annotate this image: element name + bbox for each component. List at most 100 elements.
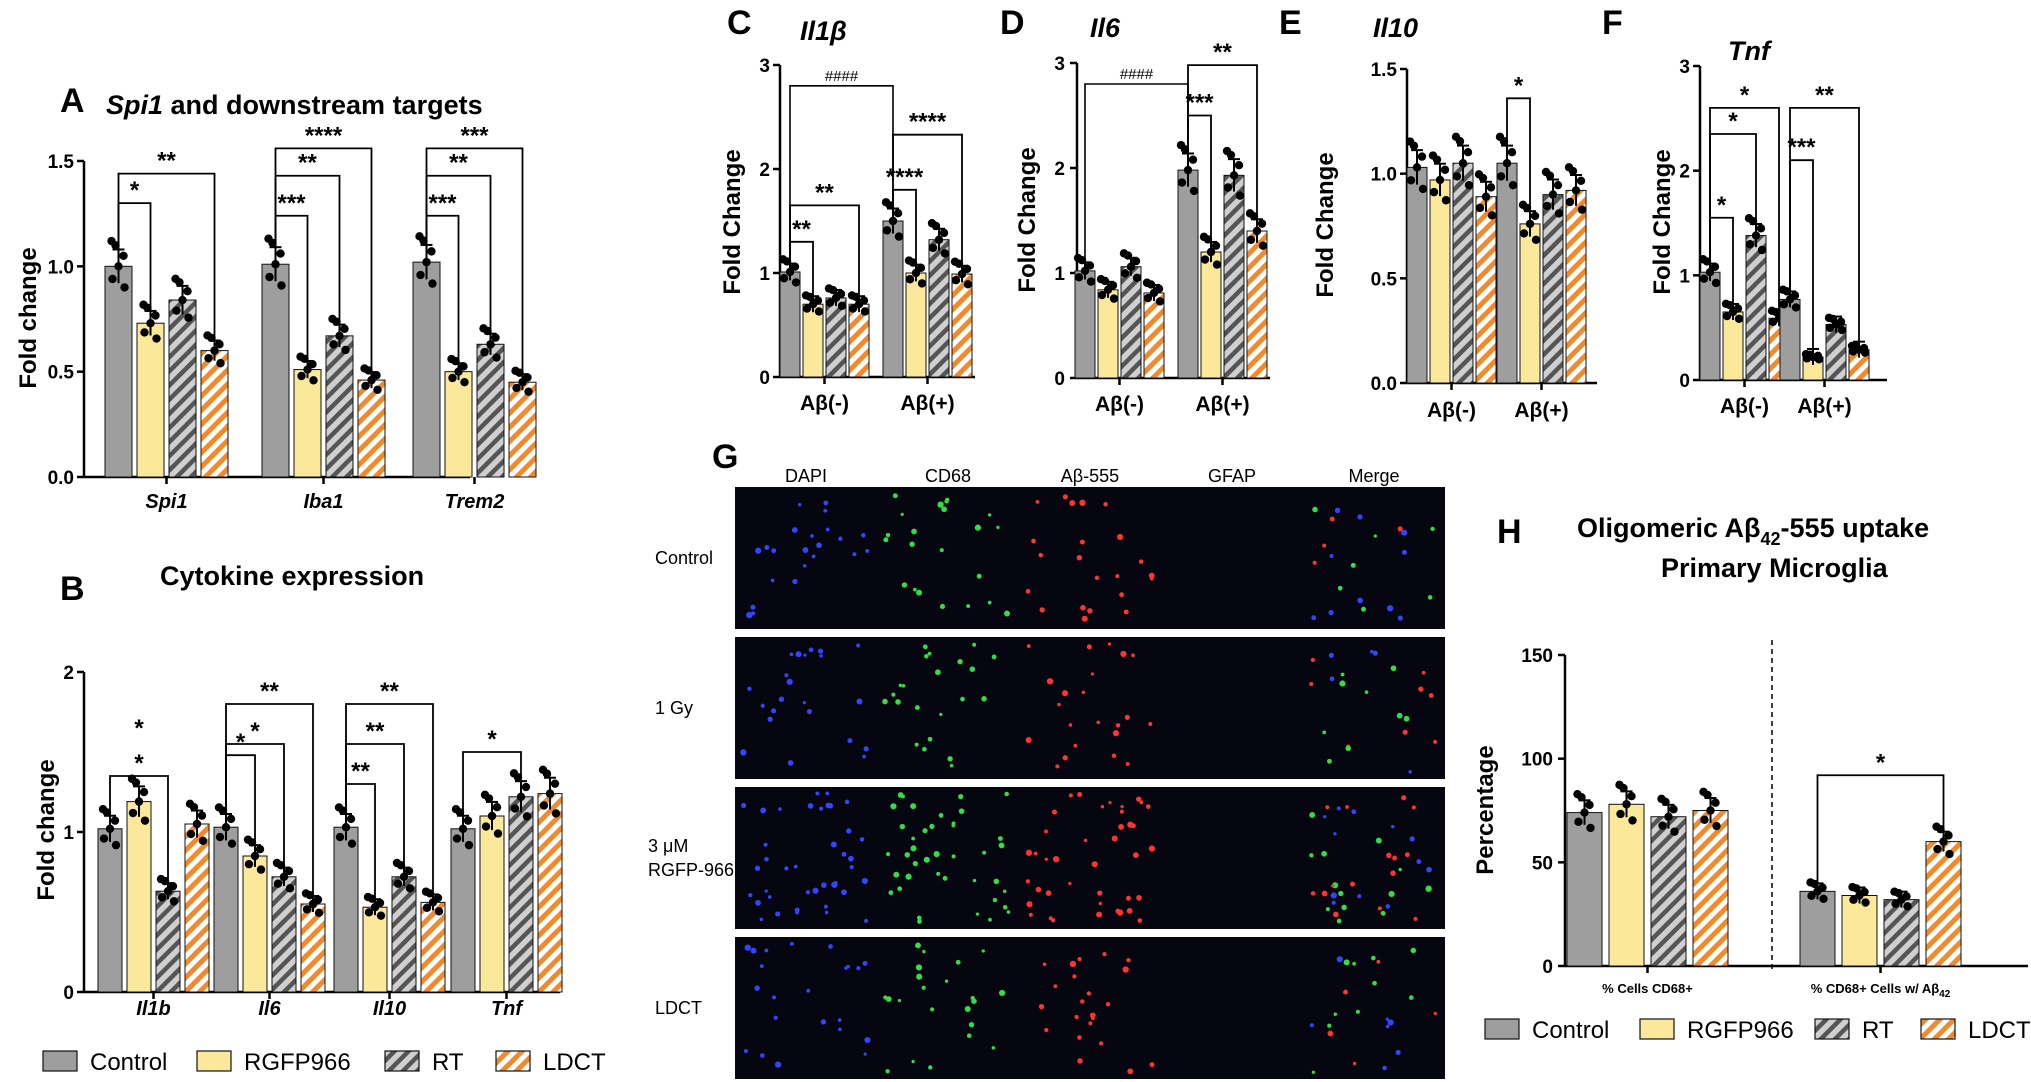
data-point xyxy=(481,822,491,831)
micro-cell xyxy=(1373,534,1377,538)
micro-cell xyxy=(915,964,923,971)
micro-cell xyxy=(760,1053,765,1058)
bar-h-ldct xyxy=(1692,810,1729,967)
data-point xyxy=(521,782,531,792)
significance-label: ** xyxy=(1815,82,1834,109)
data-point xyxy=(421,887,431,896)
significance-bracket xyxy=(345,703,434,899)
micro-cell xyxy=(1111,835,1118,842)
data-point xyxy=(802,304,812,313)
micro-cell xyxy=(823,500,829,506)
micro-cell xyxy=(911,528,917,535)
data-point xyxy=(1778,285,1788,294)
bar-a-ldct xyxy=(357,379,386,478)
y-tick-label-d: 0 xyxy=(1054,369,1065,390)
micro-cell xyxy=(778,807,782,811)
data-point xyxy=(1406,176,1416,185)
micro-cell xyxy=(1096,911,1103,918)
data-point xyxy=(346,814,356,824)
micro-cell xyxy=(890,803,897,810)
micro-cell xyxy=(951,823,956,828)
panel-e-title: Il10 xyxy=(1373,13,1418,43)
micro-cell xyxy=(1004,610,1010,617)
micro-cell xyxy=(972,642,977,647)
micro-cell xyxy=(882,698,888,705)
micro-cell xyxy=(1112,730,1120,737)
data-point xyxy=(1451,132,1461,142)
micro-cell xyxy=(1117,533,1124,541)
micro-cell xyxy=(1350,881,1356,887)
micro-cell xyxy=(1351,809,1357,815)
micro-cell xyxy=(1088,1021,1093,1026)
micro-cell xyxy=(921,985,926,990)
micro-cell xyxy=(1355,1009,1360,1014)
bar-d-rt xyxy=(1223,174,1245,379)
data-point xyxy=(854,300,864,309)
data-point xyxy=(185,799,195,809)
micro-cell xyxy=(1077,791,1083,798)
micro-cell xyxy=(778,696,785,702)
significance-label: *** xyxy=(428,190,457,217)
data-point xyxy=(1120,269,1130,278)
data-point xyxy=(1711,798,1720,807)
significance-label: * xyxy=(1876,749,1886,776)
micro-cell xyxy=(1322,543,1327,548)
micro-cell xyxy=(849,864,854,870)
data-point xyxy=(1939,837,1948,846)
micro-cell xyxy=(981,949,985,953)
micro-cell xyxy=(1028,912,1033,917)
significance-bracket xyxy=(225,703,314,900)
micro-cell xyxy=(1094,575,1100,581)
data-point xyxy=(1779,300,1789,309)
micro-cell xyxy=(1428,693,1434,698)
micro-cell xyxy=(1321,890,1328,897)
bar-d-rgfp xyxy=(1200,251,1222,379)
data-point xyxy=(486,340,495,349)
micro-cell xyxy=(865,548,870,553)
micro-cell xyxy=(1333,832,1337,836)
micro-cell xyxy=(982,850,987,855)
data-point xyxy=(1119,249,1129,258)
data-point xyxy=(1496,172,1506,181)
micro-cell xyxy=(1433,739,1437,744)
data-point xyxy=(1722,311,1732,321)
micro-cell xyxy=(1322,730,1327,735)
data-point xyxy=(1246,235,1256,245)
data-point xyxy=(459,362,468,371)
data-point xyxy=(308,899,318,909)
data-point xyxy=(341,823,351,832)
data-point xyxy=(904,256,914,265)
micro-cell xyxy=(1333,911,1339,918)
data-point xyxy=(140,816,150,825)
micro-cell xyxy=(929,823,935,829)
micro-cell xyxy=(1051,809,1058,815)
significance-label: ** xyxy=(260,678,279,705)
data-point xyxy=(370,903,380,912)
data-point xyxy=(493,829,503,838)
data-point xyxy=(1564,163,1574,172)
micro-cell xyxy=(806,708,813,715)
micro-cell xyxy=(1025,588,1031,594)
data-point xyxy=(538,765,548,774)
category-label-b: Il6 xyxy=(258,998,281,1020)
micro-cell xyxy=(1072,974,1077,979)
bar-e-rgfp xyxy=(1429,179,1451,384)
data-point xyxy=(284,866,294,876)
category-label-a: Iba1 xyxy=(303,491,343,513)
micro-cell xyxy=(789,652,794,657)
data-point xyxy=(882,226,892,235)
micro-cell xyxy=(847,738,853,744)
micro-cell xyxy=(803,564,807,568)
significance-bracket xyxy=(274,147,373,377)
data-point xyxy=(1580,808,1589,817)
micro-cell xyxy=(810,534,814,538)
data-point xyxy=(1541,167,1551,177)
data-point xyxy=(837,301,847,311)
significance-bracket xyxy=(1506,97,1531,220)
significance-label: ** xyxy=(792,216,811,243)
micro-cell xyxy=(996,525,1000,530)
data-point xyxy=(434,907,444,916)
micro-cell xyxy=(998,842,1005,849)
category-label-c: Aβ(+) xyxy=(900,392,954,415)
data-point xyxy=(934,235,944,244)
